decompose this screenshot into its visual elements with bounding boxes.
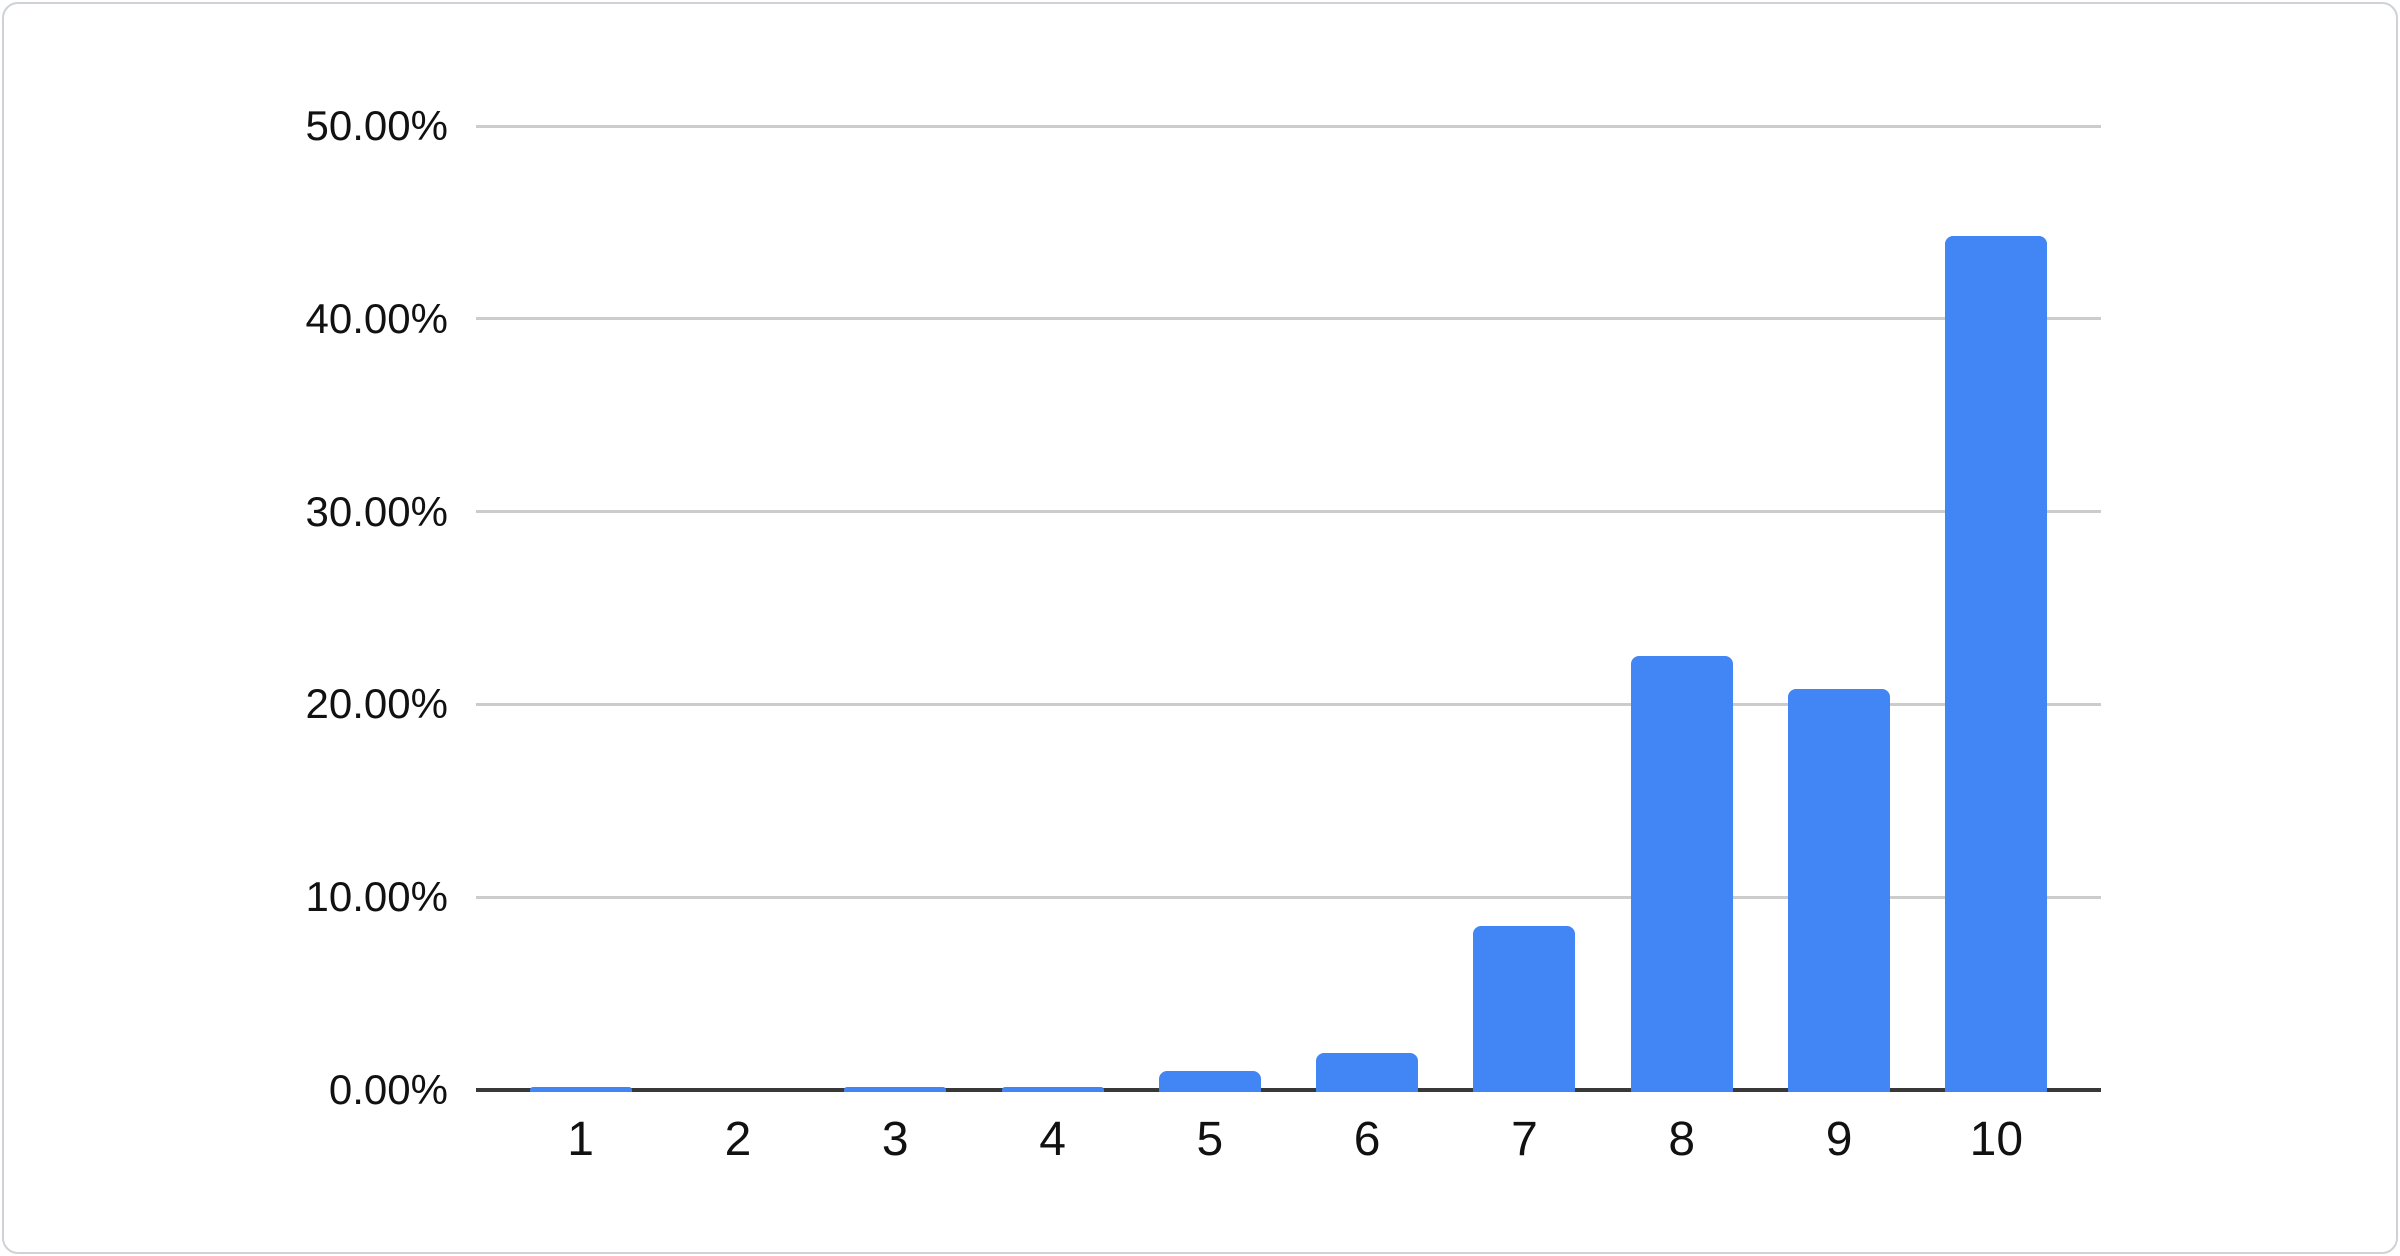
x-axis-category-label: 2 xyxy=(724,1113,752,1166)
x-axis-category-label: 8 xyxy=(1668,1113,1696,1166)
x-axis-category-label: 9 xyxy=(1825,1113,1853,1166)
bar-3[interactable] xyxy=(844,1087,947,1092)
bar-9[interactable] xyxy=(1788,689,1891,1092)
x-axis-category-label: 6 xyxy=(1353,1113,1381,1166)
gridline-20 xyxy=(476,702,2101,706)
x-axis-category-label: 10 xyxy=(1969,1113,2024,1166)
y-axis-tick-label: 0.00% xyxy=(328,1066,448,1113)
gridline-10 xyxy=(476,895,2101,899)
plot-area xyxy=(476,124,2101,1092)
gridline-30 xyxy=(476,510,2101,514)
x-axis-category-label: 3 xyxy=(881,1113,909,1166)
x-axis-category-label: 4 xyxy=(1039,1113,1066,1166)
y-axis-tick-label: 20.00% xyxy=(305,680,448,728)
gridline-50 xyxy=(476,124,2101,128)
bar-10[interactable] xyxy=(1945,236,2048,1092)
x-axis-category-label: 5 xyxy=(1196,1113,1224,1166)
x-axis-category-label: 1 xyxy=(567,1113,594,1166)
bar-5[interactable] xyxy=(1158,1071,1261,1092)
bar-4[interactable] xyxy=(1001,1087,1104,1092)
bar-6[interactable] xyxy=(1316,1053,1419,1092)
y-axis-tick-label: 40.00% xyxy=(305,294,448,342)
y-axis-tick-label: 50.00% xyxy=(305,102,448,149)
y-axis-tick-label: 10.00% xyxy=(305,873,448,921)
x-axis-line xyxy=(476,1088,2101,1092)
bar-7[interactable] xyxy=(1473,926,1576,1092)
x-axis-category-label: 7 xyxy=(1511,1113,1538,1166)
bar-8[interactable] xyxy=(1630,656,1733,1092)
bar-1[interactable] xyxy=(529,1087,632,1092)
gridline-40 xyxy=(476,317,2101,321)
y-axis-tick-label: 30.00% xyxy=(305,487,448,535)
